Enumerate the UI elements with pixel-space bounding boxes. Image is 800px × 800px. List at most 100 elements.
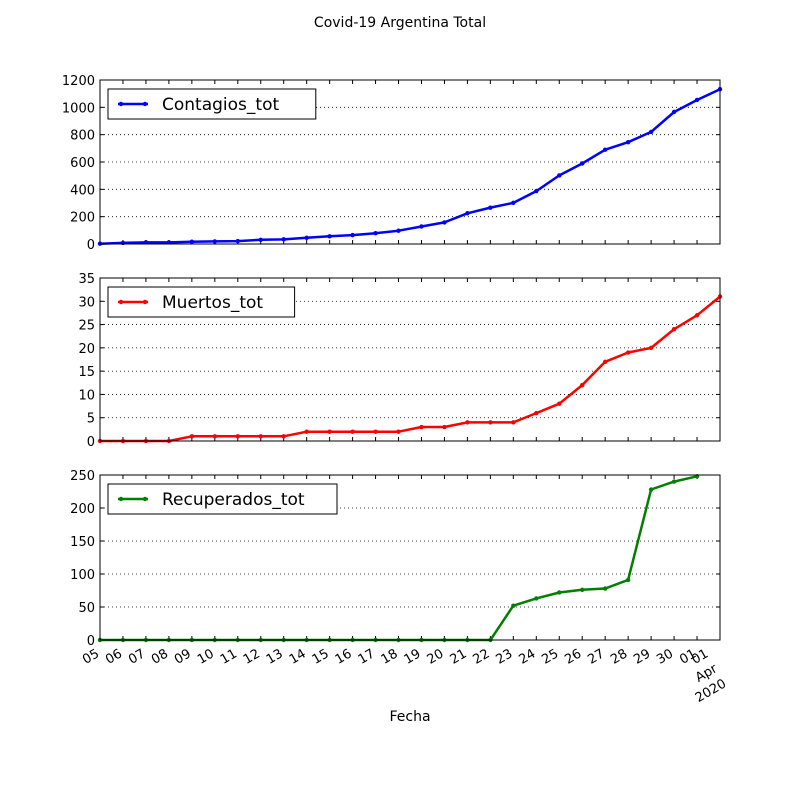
data-point — [373, 231, 378, 236]
data-point — [304, 235, 309, 241]
x-tick-label: 08 — [149, 646, 171, 667]
data-point — [602, 586, 608, 591]
data-point — [281, 434, 286, 439]
data-point — [602, 147, 608, 152]
series-line-muertos-tot — [100, 295, 721, 443]
data-point — [442, 220, 447, 225]
chart-panels: 020040060080010001200Contagios_tot051015… — [62, 74, 723, 649]
x-tick-label: 24 — [516, 646, 538, 667]
y-tick-label: 15 — [78, 365, 95, 380]
data-point — [694, 97, 700, 103]
y-tick-label: 10 — [78, 388, 95, 403]
legend-marker — [118, 299, 124, 305]
data-point — [235, 434, 240, 439]
data-point — [580, 161, 585, 166]
y-tick-label: 0 — [87, 634, 95, 649]
y-tick-label: 800 — [70, 129, 95, 144]
y-tick-label: 250 — [70, 469, 95, 484]
data-point — [648, 129, 654, 135]
data-point — [580, 587, 585, 593]
data-point — [327, 234, 332, 239]
y-tick-label: 25 — [78, 319, 95, 334]
x-tick-label: 26 — [562, 646, 584, 667]
data-point — [671, 327, 677, 332]
x-tick-label: 11 — [218, 646, 240, 667]
panel-contagios-tot: 0 200 400 600 800 1000 1200 Contagios_tot — [62, 74, 723, 253]
data-point — [189, 239, 195, 244]
y-tick-label: 35 — [78, 272, 95, 287]
x-tick-label: 17 — [356, 646, 378, 667]
y-tick-label: 200 — [70, 211, 95, 226]
chart-title: Covid-19 Argentina Total — [314, 15, 486, 31]
x-tick-label: 07 — [126, 646, 148, 667]
legend-label: Contagios_tot — [162, 95, 279, 115]
legend-recuperados-tot: Recuperados_tot — [107, 483, 338, 515]
legend-contagios-tot: Contagios_tot — [107, 88, 317, 120]
data-point — [281, 237, 286, 242]
data-point — [625, 139, 631, 145]
x-tick-label: 12 — [241, 646, 263, 667]
x-axis-label: Fecha — [389, 709, 430, 725]
axes-frame — [99, 79, 721, 245]
data-point — [694, 313, 700, 318]
x-tick-label: 22 — [471, 646, 493, 667]
y-tick-label: 5 — [87, 412, 95, 427]
data-point — [419, 224, 424, 229]
x-tick-label: 28 — [608, 646, 630, 667]
data-point — [557, 173, 562, 178]
data-point — [534, 596, 539, 601]
x-tick-label: 01 — [689, 646, 711, 667]
data-point — [648, 487, 654, 492]
y-tick-label: 100 — [70, 568, 95, 583]
x-tick-label: 25 — [539, 646, 561, 667]
x-tick-label: 20 — [425, 646, 447, 667]
data-point — [625, 577, 631, 583]
legend-box — [107, 286, 296, 318]
data-point — [534, 188, 539, 194]
data-point — [648, 345, 654, 351]
data-point — [327, 429, 332, 434]
y-tick-label: 600 — [70, 156, 95, 171]
legend-marker — [142, 496, 148, 502]
data-point — [396, 429, 401, 434]
x-tick-label: 01 — [677, 646, 699, 667]
data-point — [373, 429, 378, 434]
data-point — [189, 434, 195, 439]
x-tick-label: 18 — [379, 646, 401, 667]
data-point — [143, 240, 149, 245]
data-point — [465, 211, 470, 216]
data-point — [534, 410, 539, 416]
x-tick-label: 09 — [172, 646, 194, 667]
data-point — [212, 434, 218, 439]
legend-label: Recuperados_tot — [162, 490, 305, 510]
data-point — [350, 429, 355, 434]
x-tick-label: 30 — [654, 646, 676, 667]
data-point — [602, 359, 608, 365]
x-tick-label: 15 — [310, 646, 332, 667]
y-tick-label: 50 — [78, 601, 95, 616]
data-point — [625, 350, 631, 355]
data-point — [511, 603, 516, 608]
data-point — [419, 424, 424, 430]
data-point — [511, 200, 516, 206]
y-tick-label: 150 — [70, 535, 95, 550]
x-axis: 05 06 07 08 09 10 11 12 13 14 15 16 17 18 19 20 21 22 23 24… — [80, 646, 729, 706]
data-point — [258, 434, 263, 439]
series-line-contagios-tot — [99, 88, 721, 245]
x-tick-label: 06 — [103, 646, 125, 667]
legend-label: Muertos_tot — [162, 293, 263, 313]
legend-marker — [118, 101, 124, 107]
data-point — [671, 109, 677, 115]
data-point — [396, 228, 401, 233]
x-tick-label: 05 — [80, 646, 102, 667]
y-tick-label: 1200 — [62, 74, 95, 89]
legend-marker — [142, 299, 148, 305]
axes-frame — [99, 474, 721, 641]
panel-muertos-tot: 0 5 10 15 20 25 30 35 Muertos_tot — [78, 272, 723, 450]
y-tick-label: 30 — [78, 295, 95, 310]
data-point — [235, 238, 240, 244]
panel-recuperados-tot: 0 50 100 150 200 250 Recuperados_tot — [70, 469, 721, 649]
data-point — [557, 401, 562, 406]
y-tick-label: 1000 — [62, 101, 95, 116]
x-tick-label: 14 — [287, 646, 309, 667]
